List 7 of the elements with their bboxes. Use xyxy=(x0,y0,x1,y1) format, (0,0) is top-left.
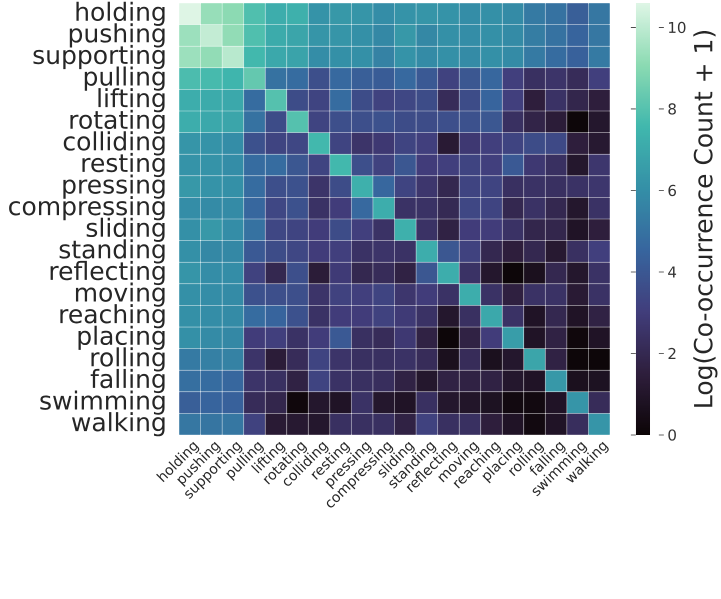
color-bar-label: 10 xyxy=(669,22,686,34)
color-bar-label: 6 xyxy=(668,184,676,196)
color-bar-title: Log(Co-occurrence Count + 1) xyxy=(693,30,718,407)
color-bar-label: 8 xyxy=(668,103,676,115)
color-bar-label: 2 xyxy=(668,348,676,360)
color-bar-label: 4 xyxy=(668,266,676,278)
color-bar-label: 0 xyxy=(668,429,676,441)
